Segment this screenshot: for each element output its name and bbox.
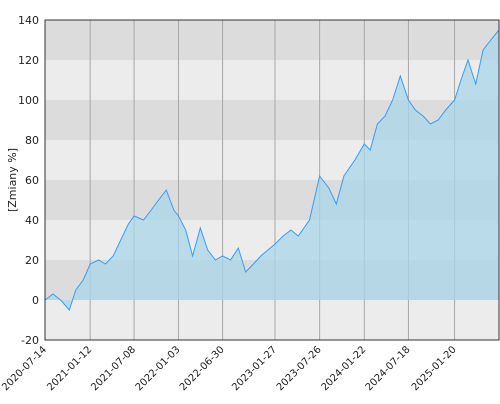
y-tick-label: 40: [25, 214, 39, 227]
x-tick-label: 2021-07-08: [89, 344, 138, 393]
y-tick-label: 80: [25, 134, 39, 147]
x-tick-label: 2023-01-27: [230, 344, 279, 393]
y-tick-label: 120: [18, 54, 39, 67]
x-tick-label: 2024-01-22: [320, 344, 369, 393]
area: [45, 30, 499, 310]
x-tick-label: 2022-06-30: [178, 344, 227, 393]
y-tick-label: 0: [32, 294, 39, 307]
x-tick-label: 2023-07-26: [275, 344, 324, 393]
y-tick-label: -20: [21, 334, 39, 347]
band: [45, 60, 499, 100]
y-tick-label: 20: [25, 254, 39, 267]
band: [45, 20, 499, 60]
line: [44, 29, 500, 311]
x-tick-label: 2022-01-03: [134, 344, 183, 393]
x-tick-label: 2024-07-18: [364, 344, 413, 393]
x-tick-label: 2020-07-14: [0, 344, 49, 393]
x-tick-label: 2021-01-12: [45, 344, 94, 393]
y-tick-label: 140: [18, 14, 39, 27]
plot-frame: [44, 19, 500, 341]
y-tick-label: 60: [25, 174, 39, 187]
band: [45, 300, 499, 340]
y-tick-label: 100: [18, 94, 39, 107]
x-tick-label: 2025-01-20: [410, 344, 459, 393]
y-axis-label: [Zmiany %]: [6, 148, 19, 212]
